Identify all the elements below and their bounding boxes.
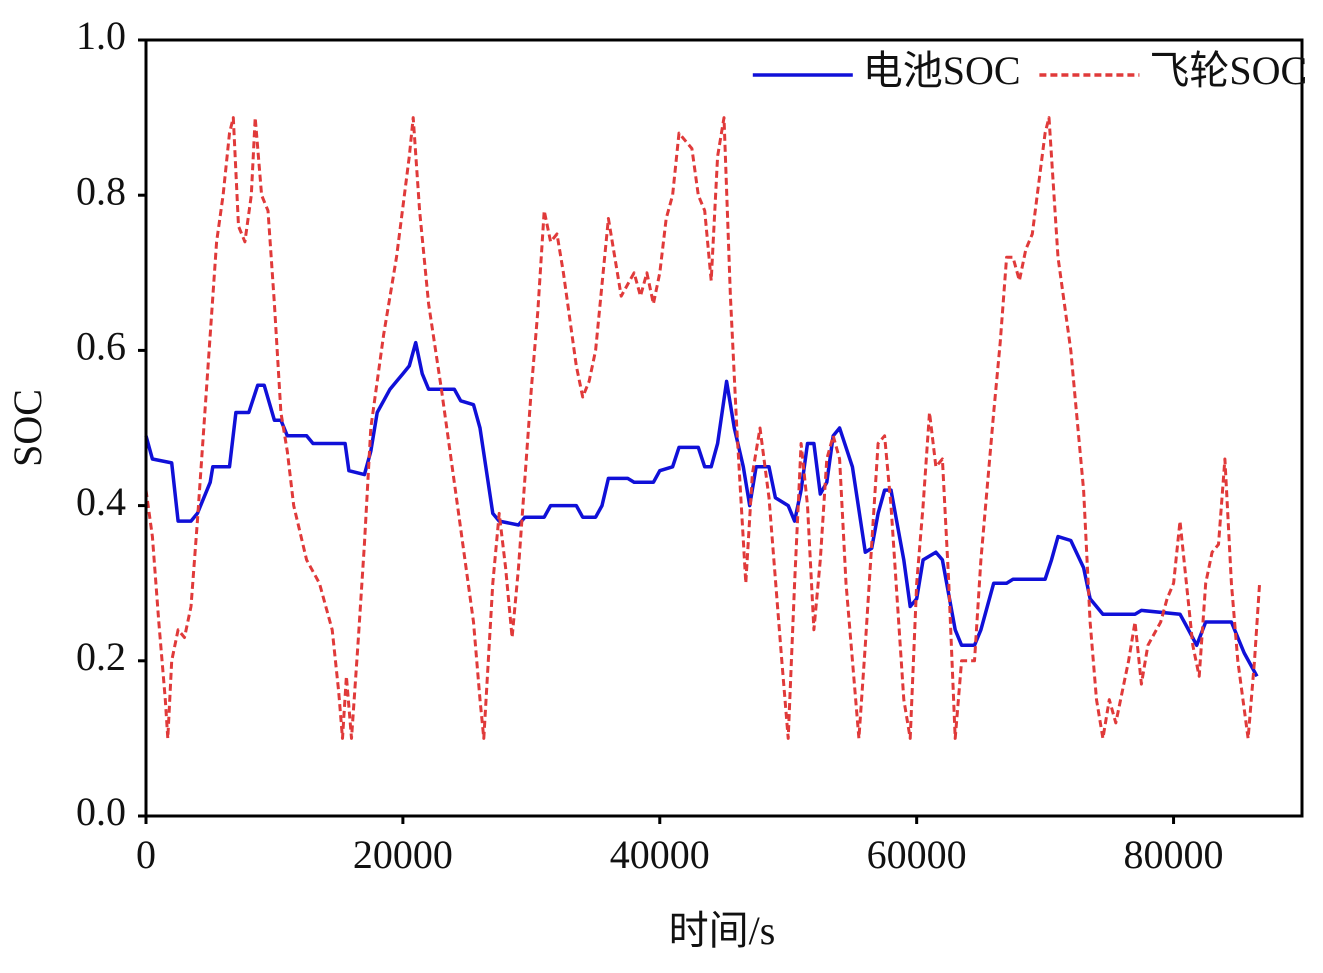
plot-frame	[144, 38, 1304, 818]
series-line	[144, 116, 1262, 740]
y-tick-label: 0.4	[76, 479, 126, 524]
x-tick-label: 0	[136, 832, 156, 877]
y-tick-label: 0.0	[76, 789, 126, 834]
series-line	[144, 340, 1259, 678]
y-axis-label: SOC	[5, 389, 50, 467]
y-tick-label: 0.8	[76, 168, 126, 213]
legend-label: 电池SOC	[863, 48, 1021, 93]
x-tick-label: 40000	[610, 832, 710, 877]
y-tick-label: 0.2	[76, 634, 126, 679]
x-axis-label: 时间/s	[669, 908, 776, 953]
x-tick-label: 20000	[353, 832, 453, 877]
legend-label: 飞轮SOC	[1149, 48, 1307, 93]
y-tick-label: 0.6	[76, 324, 126, 369]
x-tick-label: 80000	[1124, 832, 1224, 877]
x-tick-label: 60000	[867, 832, 967, 877]
y-tick-label: 1.0	[76, 13, 126, 58]
